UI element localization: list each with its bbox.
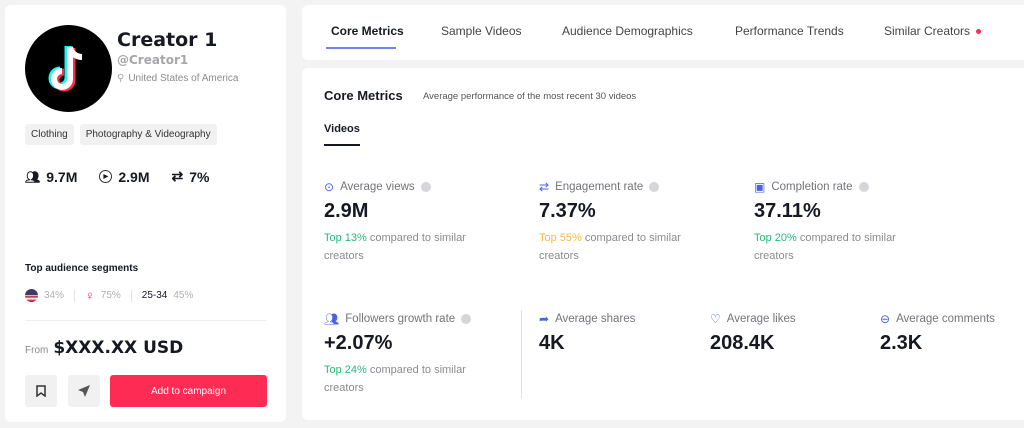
metric-value: 37.11% bbox=[754, 200, 821, 222]
price: From $XXX.XX USD bbox=[25, 338, 183, 358]
country-pct: 34% bbox=[44, 290, 65, 301]
play-circle-icon: ▶ bbox=[99, 170, 113, 183]
age-segment: 25-34 bbox=[141, 290, 168, 301]
views-value: 2.9M bbox=[118, 168, 150, 185]
views-stat: ▶ 2.9M bbox=[99, 168, 149, 185]
metric-rank: Top 20% bbox=[754, 232, 797, 244]
bookmark-button[interactable] bbox=[25, 375, 57, 407]
tab-label: Similar Creators bbox=[884, 24, 971, 38]
metric-value: 4K bbox=[539, 332, 565, 354]
female-icon: ♀ bbox=[85, 288, 95, 303]
metric-value: 2.3K bbox=[880, 332, 923, 354]
add-to-campaign-button[interactable]: Add to campaign bbox=[110, 375, 267, 407]
comment-icon: ⊖ bbox=[880, 312, 891, 326]
metric-followers-growth-rate: 👥︎ Followers growth rate +2.07% Top 24% co… bbox=[324, 312, 504, 397]
age-pct: 45% bbox=[173, 290, 194, 301]
metric-label: Average likes bbox=[726, 313, 796, 325]
metric-comparison: Top 20% compared to similar creators bbox=[754, 229, 934, 265]
completion-icon: ▣ bbox=[754, 180, 766, 194]
metric-label: Average comments bbox=[896, 313, 995, 325]
tab-performance-trends[interactable]: Performance Trends bbox=[735, 24, 844, 38]
metric-comparison: Top 55% compared to similar creators bbox=[539, 229, 719, 265]
avatar bbox=[25, 25, 112, 112]
play-circle-icon: ⊙ bbox=[324, 180, 335, 194]
metric-comparison: Top 13% compared to similar creators bbox=[324, 229, 504, 265]
metric-rank: Top 55% bbox=[539, 232, 582, 244]
metric-comparison: Top 24% compared to similar creators bbox=[324, 361, 504, 397]
metric-average-likes: ♡ Average likes 208.4K bbox=[710, 312, 890, 355]
creator-name: Creator 1 bbox=[117, 29, 218, 51]
metric-label: Completion rate bbox=[771, 181, 853, 193]
active-tab-indicator bbox=[326, 47, 396, 49]
creator-card: Creator 1 @Creator1 ⚲ United States of Am… bbox=[5, 5, 286, 422]
repeat-icon: ⇄ bbox=[171, 168, 184, 184]
tab-core-metrics[interactable]: Core Metrics bbox=[331, 24, 404, 38]
send-icon bbox=[78, 385, 90, 397]
metric-rank: Top 13% bbox=[324, 232, 367, 244]
notification-dot bbox=[976, 29, 982, 35]
engagement-value: 7% bbox=[189, 168, 210, 185]
gender-pct: 75% bbox=[100, 290, 121, 301]
metric-rank: Top 24% bbox=[324, 364, 367, 376]
users-icon: 👥︎ bbox=[324, 312, 340, 326]
tab-sample-videos[interactable]: Sample Videos bbox=[441, 24, 522, 38]
info-icon[interactable] bbox=[461, 314, 472, 324]
comparison-text: compared to similar creators bbox=[539, 232, 681, 262]
core-metrics-panel: Core Metrics Average performance of the … bbox=[302, 68, 1024, 420]
tab-bar: Core Metrics Sample Videos Audience Demo… bbox=[302, 5, 1024, 60]
section-subtitle: Average performance of the most recent 3… bbox=[423, 91, 637, 102]
segments-title: Top audience segments bbox=[25, 263, 139, 274]
users-icon: 👥︎ bbox=[25, 169, 41, 184]
metric-value: 2.9M bbox=[324, 200, 369, 222]
tag: Clothing bbox=[25, 124, 74, 145]
metric-average-views: ⊙ Average views 2.9M Top 13% compared to s… bbox=[324, 180, 504, 265]
location: ⚲ United States of America bbox=[117, 73, 238, 84]
metric-average-comments: ⊖ Average comments 2.3K bbox=[880, 312, 1024, 355]
location-pin-icon: ⚲ bbox=[117, 73, 125, 84]
divider bbox=[25, 320, 266, 321]
comparison-text: compared to similar creators bbox=[754, 232, 896, 262]
metric-label: Average shares bbox=[555, 313, 636, 325]
metric-value: 7.37% bbox=[539, 200, 596, 222]
repeat-icon: ⇄ bbox=[539, 180, 550, 194]
engagement-stat: ⇄ 7% bbox=[171, 168, 209, 185]
us-flag-icon bbox=[25, 289, 38, 302]
share-icon: ➦ bbox=[539, 312, 550, 326]
comparison-text: compared to similar creators bbox=[324, 364, 466, 394]
creator-handle: @Creator1 bbox=[117, 53, 189, 67]
metric-label: Engagement rate bbox=[555, 181, 644, 193]
send-button[interactable] bbox=[68, 375, 100, 407]
divider bbox=[521, 310, 522, 398]
metric-label: Followers growth rate bbox=[345, 313, 456, 325]
price-label: From bbox=[25, 345, 49, 356]
metric-value: 208.4K bbox=[710, 332, 775, 354]
metric-engagement-rate: ⇄ Engagement rate 7.37% Top 55% compared t… bbox=[539, 180, 719, 265]
followers-value: 9.7M bbox=[46, 168, 78, 185]
price-value: $XXX.XX USD bbox=[53, 338, 184, 358]
comparison-text: compared to similar creators bbox=[324, 232, 466, 262]
bookmark-icon bbox=[36, 385, 46, 397]
info-icon[interactable] bbox=[420, 182, 431, 192]
section-title: Core Metrics bbox=[324, 88, 403, 103]
audience-segments: 34% ♀ 75% 25-34 45% bbox=[25, 288, 193, 303]
metric-value: +2.07% bbox=[324, 332, 393, 354]
metric-completion-rate: ▣ Completion rate 37.11% Top 20% compared … bbox=[754, 180, 934, 265]
tab-videos[interactable]: Videos bbox=[324, 123, 360, 146]
info-icon[interactable] bbox=[858, 182, 869, 192]
metric-label: Average views bbox=[340, 181, 415, 193]
followers-stat: 👥︎ 9.7M bbox=[25, 168, 77, 185]
tab-similar-creators[interactable]: Similar Creators bbox=[884, 24, 982, 38]
tiktok-logo-icon bbox=[48, 45, 82, 91]
location-text: United States of America bbox=[128, 73, 239, 84]
heart-icon: ♡ bbox=[710, 312, 721, 326]
metric-average-shares: ➦ Average shares 4K bbox=[539, 312, 719, 355]
info-icon[interactable] bbox=[649, 182, 660, 192]
tag: Photography & Videography bbox=[79, 124, 217, 145]
tab-audience-demographics[interactable]: Audience Demographics bbox=[562, 24, 693, 38]
